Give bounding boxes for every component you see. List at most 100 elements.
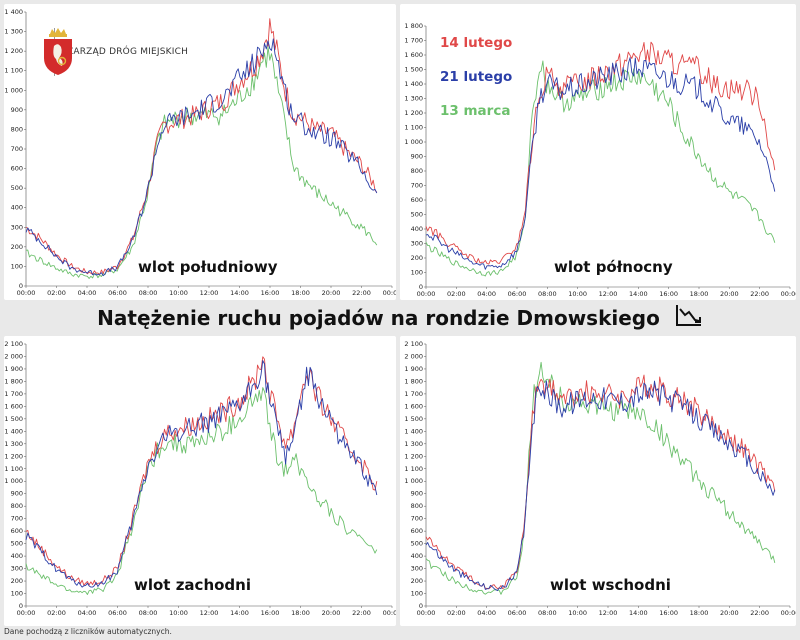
y-tick-label: 1 000: [404, 138, 423, 146]
legend: 14 lutego 21 lutego 13 marca: [440, 26, 512, 128]
y-tick-label: 900: [411, 153, 423, 161]
series-line-1: [425, 57, 776, 270]
x-tick-label: 16:00: [659, 609, 678, 617]
y-tick-label: 200: [411, 577, 423, 585]
y-tick-label: 700: [411, 515, 423, 523]
y-tick-label: 800: [411, 502, 423, 510]
y-tick-label: 1 600: [4, 402, 23, 410]
x-tick-label: 22:00: [352, 289, 371, 297]
y-tick-label: 800: [11, 125, 23, 133]
chart-south: 0 100 200 300 400 500 600 700 800 900 1 000 1 100 1 …: [4, 8, 396, 297]
chart-panel-east: 0 100 200 300 400 500 600 700 800 900 1 000 1 100 1 …: [400, 336, 796, 626]
y-tick-label: 1 200: [4, 47, 23, 55]
x-tick-label: 12:00: [200, 609, 219, 617]
y-tick-label: 600: [411, 527, 423, 535]
y-tick-label: 800: [11, 502, 23, 510]
y-tick-label: 900: [11, 106, 23, 114]
y-tick-label: 300: [11, 565, 23, 573]
x-tick-label: 00:00: [781, 290, 796, 298]
y-tick-label: 700: [411, 182, 423, 190]
y-tick-label: 300: [411, 240, 423, 248]
chart-panel-west: 0 100 200 300 400 500 600 700 800 900 1 000 1 100 1 …: [4, 336, 396, 626]
x-tick-label: 00:00: [383, 609, 396, 617]
y-tick-label: 100: [411, 269, 423, 277]
x-tick-label: 00:00: [417, 609, 436, 617]
x-tick-label: 08:00: [139, 609, 158, 617]
series-line-1: [425, 380, 776, 592]
y-tick-label: 200: [11, 577, 23, 585]
x-tick-label: 12:00: [599, 290, 618, 298]
x-tick-label: 18:00: [291, 289, 310, 297]
x-tick-label: 00:00: [417, 290, 436, 298]
y-tick-label: 1 900: [4, 365, 23, 373]
x-tick-label: 16:00: [261, 609, 280, 617]
y-tick-label: 1 300: [4, 440, 23, 448]
x-tick-label: 00:00: [383, 289, 396, 297]
x-tick-label: 08:00: [538, 290, 557, 298]
main-title-text: Natężenie ruchu pojadów na rondzie Dmows…: [97, 305, 660, 330]
y-tick-label: 2 100: [404, 340, 423, 348]
series-line-0: [25, 356, 378, 586]
y-tick-label: 1 000: [4, 86, 23, 94]
x-tick-label: 20:00: [720, 290, 739, 298]
x-tick-label: 00:00: [17, 289, 36, 297]
y-tick-label: 1 100: [4, 67, 23, 75]
main-title: Natężenie ruchu pojadów na rondzie Dmows…: [0, 303, 800, 332]
series-line-1: [25, 360, 378, 588]
x-tick-label: 10:00: [568, 609, 587, 617]
series-line-1: [25, 38, 378, 277]
source-note: Dane pochodzą z liczników automatycznych…: [4, 627, 172, 636]
chart-west: 0 100 200 300 400 500 600 700 800 900 1 000 1 100 1 …: [4, 340, 396, 617]
x-tick-label: 14:00: [230, 289, 249, 297]
x-tick-label: 06:00: [508, 609, 527, 617]
x-tick-label: 02:00: [47, 609, 66, 617]
y-tick-label: 1 600: [404, 402, 423, 410]
y-tick-label: 100: [11, 262, 23, 270]
legend-item-mar13: 13 marca: [440, 103, 511, 119]
y-tick-label: 1 700: [4, 390, 23, 398]
chart-panel-north: 0 100 200 300 400 500 600 700 800 900 1 000 1 100 1 …: [400, 4, 796, 300]
x-tick-label: 04:00: [477, 609, 496, 617]
y-tick-label: 900: [11, 490, 23, 498]
y-tick-label: 1 200: [4, 452, 23, 460]
y-tick-label: 600: [411, 196, 423, 204]
x-tick-label: 22:00: [750, 609, 769, 617]
x-tick-label: 00:00: [17, 609, 36, 617]
x-tick-label: 06:00: [108, 289, 127, 297]
x-tick-label: 10:00: [568, 290, 587, 298]
chart-east: 0 100 200 300 400 500 600 700 800 900 1 000 1 100 1 …: [404, 340, 796, 617]
y-tick-label: 1 000: [4, 477, 23, 485]
y-tick-label: 1 100: [404, 124, 423, 132]
y-tick-label: 1 800: [404, 377, 423, 385]
y-tick-label: 500: [11, 184, 23, 192]
x-tick-label: 20:00: [322, 289, 341, 297]
x-tick-label: 10:00: [169, 609, 188, 617]
panel-title-east: wlot wschodni: [550, 576, 671, 594]
x-tick-label: 12:00: [200, 289, 219, 297]
series-line-0: [425, 41, 776, 265]
y-tick-label: 600: [11, 527, 23, 535]
y-tick-label: 1 100: [4, 465, 23, 473]
y-tick-label: 1 300: [404, 440, 423, 448]
y-tick-label: 500: [411, 540, 423, 548]
y-tick-label: 2 000: [4, 352, 23, 360]
chart-panel-south: 0 100 200 300 400 500 600 700 800 900 1 000 1 100 1 …: [4, 4, 396, 300]
y-tick-label: 1 000: [404, 477, 423, 485]
series-line-2: [425, 60, 776, 277]
x-tick-label: 14:00: [629, 609, 648, 617]
y-tick-label: 2 000: [404, 352, 423, 360]
x-tick-label: 20:00: [322, 609, 341, 617]
y-tick-label: 0: [19, 282, 23, 290]
x-tick-label: 06:00: [108, 609, 127, 617]
panel-title-north: wlot północny: [554, 258, 673, 276]
legend-item-feb14: 14 lutego: [440, 35, 513, 51]
y-tick-label: 1 800: [404, 22, 423, 30]
series-line-2: [25, 46, 378, 279]
y-tick-label: 1 400: [4, 8, 23, 16]
y-tick-label: 1 400: [4, 427, 23, 435]
x-tick-label: 22:00: [750, 290, 769, 298]
y-tick-label: 500: [11, 540, 23, 548]
y-tick-label: 1 300: [4, 28, 23, 36]
y-tick-label: 1 900: [404, 365, 423, 373]
series-line-0: [25, 18, 378, 276]
